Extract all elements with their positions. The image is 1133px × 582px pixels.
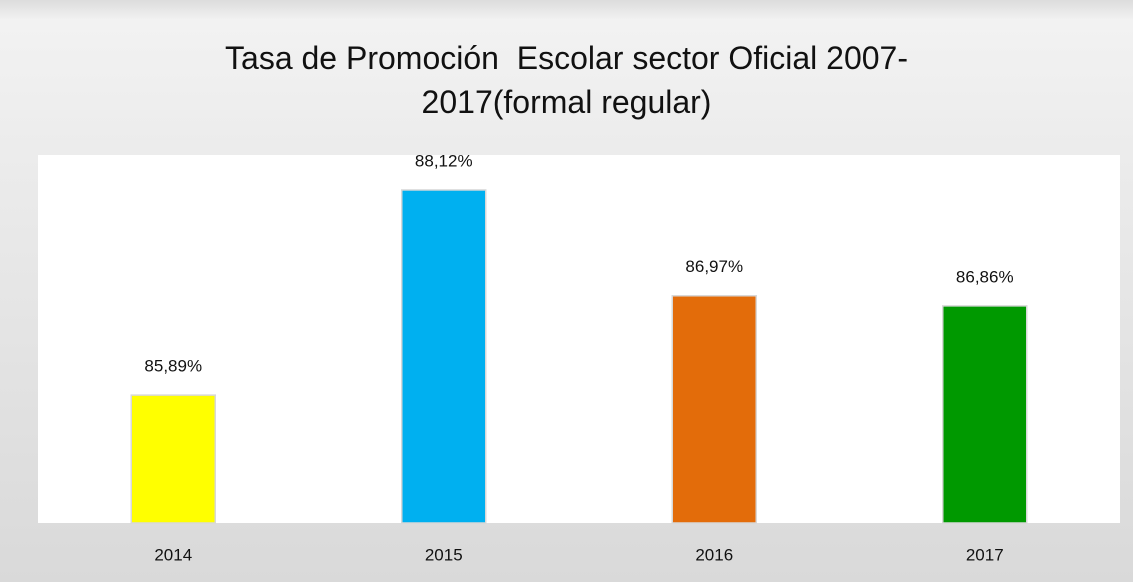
data-label: 86,86% (956, 267, 1014, 286)
chart-title: Tasa de Promoción Escolar sector Oficial… (225, 40, 908, 120)
data-label: 88,12% (415, 151, 473, 170)
bar (401, 189, 487, 524)
plot-area (38, 155, 1120, 523)
bar (671, 295, 757, 524)
x-tick-label: 2017 (966, 545, 1004, 564)
bar (942, 305, 1028, 524)
data-label: 85,89% (144, 357, 202, 376)
x-tick-label: 2014 (154, 545, 192, 564)
bar (130, 394, 216, 524)
x-tick-label: 2015 (425, 545, 463, 564)
data-label: 86,97% (685, 257, 743, 276)
x-tick-label: 2016 (695, 545, 733, 564)
